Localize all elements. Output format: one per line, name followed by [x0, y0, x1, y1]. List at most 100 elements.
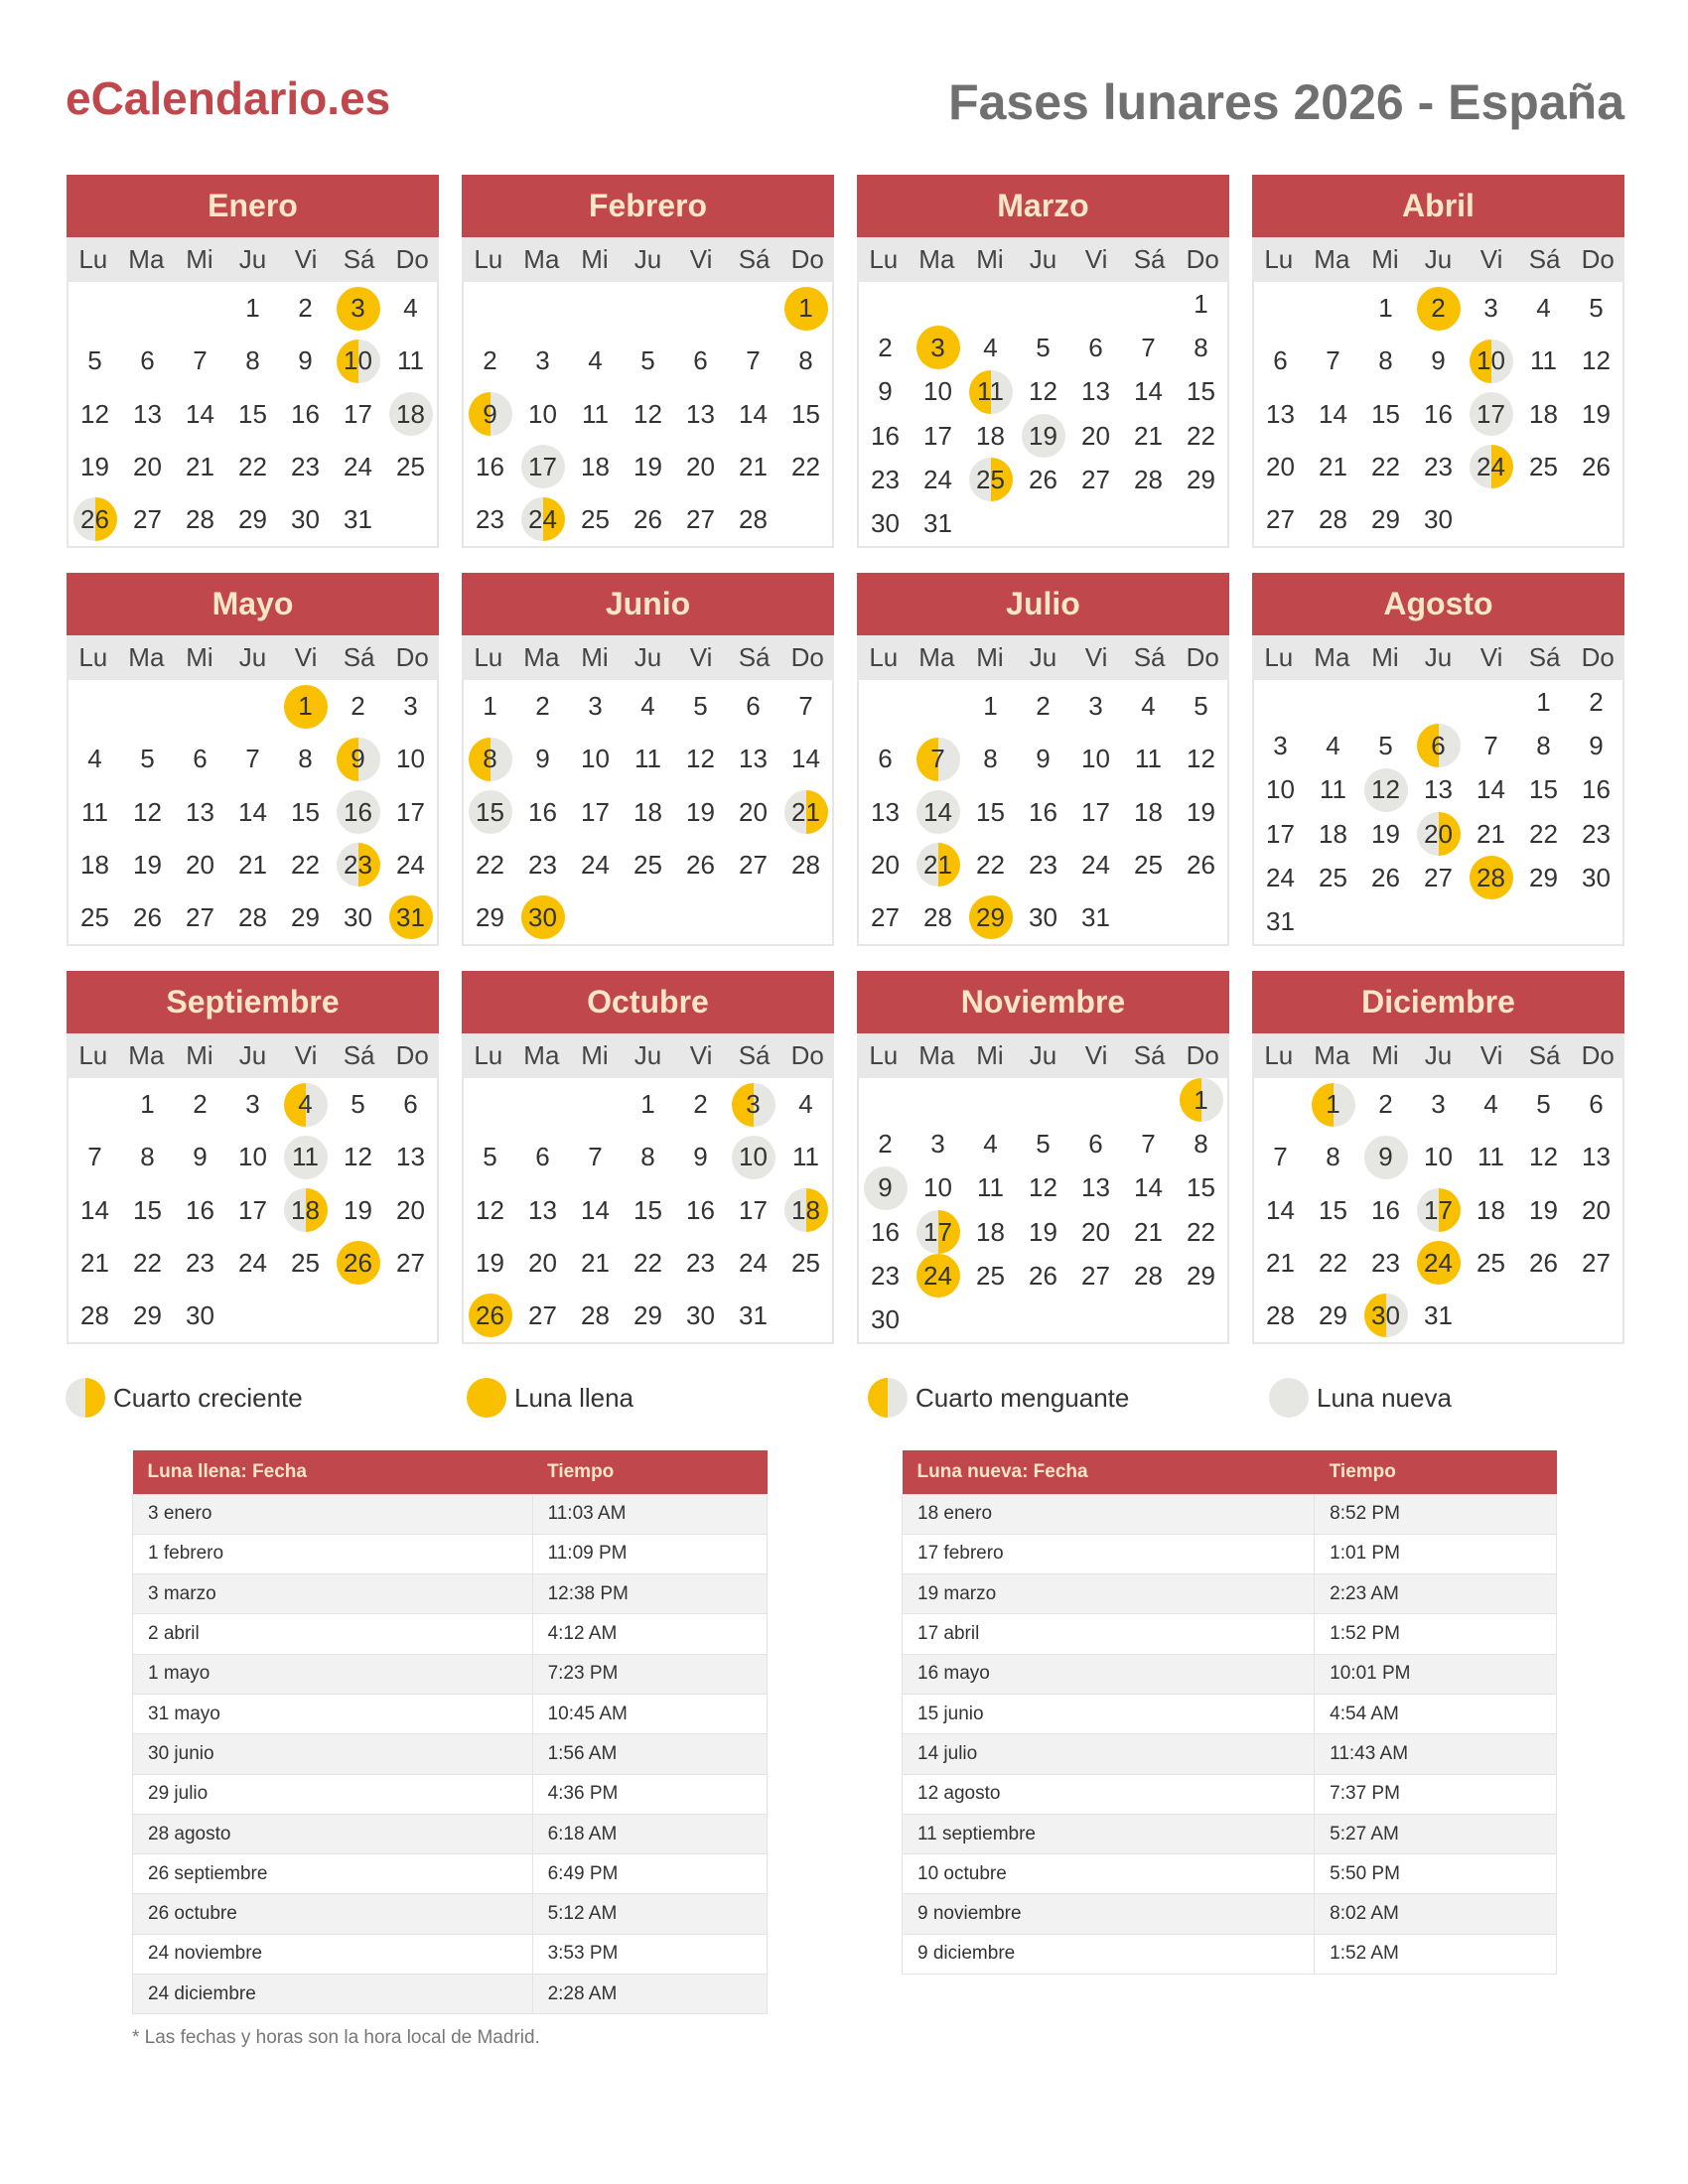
day: 28	[923, 901, 952, 932]
day: 26	[1371, 862, 1400, 892]
day: 14	[1266, 1194, 1295, 1225]
weekday-label: Sá	[1528, 1040, 1561, 1070]
week-row: 28 29 30	[69, 1290, 437, 1342]
time-cell: 11:09 PM	[531, 1533, 769, 1575]
day-full-moon: 30	[520, 895, 565, 940]
day: 24	[923, 464, 952, 494]
day: 1	[483, 691, 497, 722]
month-title: Abril	[1252, 175, 1624, 237]
day: 14	[1477, 774, 1505, 805]
day: 3	[245, 1089, 260, 1120]
date-header: Luna llena: Fecha	[132, 1450, 533, 1494]
day: 15	[633, 1194, 662, 1225]
weekday-label: Vi	[1479, 244, 1503, 274]
day: 25	[976, 1260, 1005, 1291]
day: 23	[871, 464, 900, 494]
day: 6	[1589, 1089, 1604, 1120]
day: 22	[791, 451, 820, 481]
day: 11	[1477, 1142, 1504, 1172]
day: 26	[1029, 464, 1057, 494]
time-cell: 1:56 AM	[531, 1733, 769, 1775]
day: 16	[1424, 398, 1453, 429]
day: 14	[186, 398, 214, 429]
weekday-label: Do	[790, 642, 824, 672]
day-full-moon: 24	[1416, 1241, 1461, 1286]
day: 5	[640, 345, 655, 376]
day: 27	[686, 503, 715, 534]
week-row: 26 27 28 29 30 31	[464, 1290, 832, 1342]
day: 15	[238, 398, 267, 429]
day: 6	[535, 1142, 550, 1172]
day: 20	[1081, 1216, 1110, 1247]
day: 10	[238, 1142, 267, 1172]
day-last-moon: 9	[468, 392, 512, 436]
week-row: 21 22 23 24 25 26 27	[69, 1237, 437, 1290]
day: 16	[871, 1216, 900, 1247]
weekday-label: Mi	[976, 1040, 1004, 1070]
day-new-moon: 17	[520, 445, 565, 489]
day: 17	[396, 796, 425, 827]
weekday-label: Mi	[581, 244, 609, 274]
logo[interactable]: eCalendario.es	[66, 72, 391, 124]
date-cell: 1 mayo	[132, 1653, 533, 1695]
day-full-moon: 28	[1469, 856, 1513, 900]
day: 16	[1371, 1194, 1400, 1225]
day: 7	[1326, 345, 1340, 376]
day: 19	[1187, 796, 1215, 827]
day: 7	[1141, 1128, 1156, 1159]
weekday-header: Lu Ma Mi Ju Vi Sá Do	[67, 1033, 439, 1078]
weekday-label: Ju	[1029, 642, 1057, 672]
time-cell: 5:27 AM	[1314, 1813, 1557, 1855]
weekday-label: Mi	[186, 642, 213, 672]
day: 24	[581, 849, 610, 880]
day-new-moon: 11	[283, 1135, 328, 1179]
date-cell: 9 noviembre	[901, 1893, 1316, 1935]
weekday-label: Ju	[1424, 244, 1453, 274]
weekday-label: Ma	[1314, 244, 1350, 274]
weekday-label: Sá	[343, 642, 375, 672]
table-row: 9 noviembre 8:02 AM	[901, 1893, 1557, 1935]
day: 9	[193, 1142, 208, 1172]
weekday-header: Lu Ma Mi Ju Vi Sá Do	[857, 237, 1229, 282]
month-title: Diciembre	[1252, 971, 1624, 1033]
day-first-moon: 24	[520, 497, 565, 542]
week-row: 6 7 8 9 10 11 12	[1254, 335, 1622, 387]
weekday-label: Mi	[186, 1040, 213, 1070]
day: 13	[1424, 774, 1453, 805]
weekday-label: Do	[1186, 1040, 1219, 1070]
table-row: 31 mayo 10:45 AM	[132, 1693, 769, 1735]
week-row: 13 14 15 16 17 18 19	[859, 785, 1227, 838]
day: 19	[1529, 1194, 1558, 1225]
day: 22	[291, 849, 320, 880]
week-row: 22 23 24 25 26 27 28	[464, 839, 832, 891]
day: 21	[581, 1247, 610, 1278]
weekday-label: Ma	[1314, 1040, 1350, 1070]
day: 15	[1187, 1172, 1215, 1203]
weekday-label: Sá	[738, 1040, 771, 1070]
weekday-label: Ma	[918, 244, 955, 274]
day: 27	[1081, 464, 1110, 494]
week-row: 12 13 14 15 16 17 18	[69, 387, 437, 440]
day: 4	[1483, 1089, 1498, 1120]
week-row: 9 10 11 12 13 14 15	[859, 369, 1227, 414]
day: 14	[739, 398, 768, 429]
table-row: 18 enero 8:52 PM	[901, 1493, 1557, 1535]
day: 11	[977, 1172, 1004, 1203]
time-header: Tiempo	[1314, 1450, 1557, 1494]
weekday-label: Sá	[343, 244, 375, 274]
day: 13	[1081, 376, 1110, 407]
day: 13	[396, 1142, 425, 1172]
day: 1	[1536, 686, 1551, 717]
day: 20	[1081, 420, 1110, 451]
day-new-moon: 9	[1363, 1135, 1408, 1179]
date-cell: 24 diciembre	[132, 1974, 533, 2015]
weekday-label: Lu	[78, 1040, 108, 1070]
day-full-moon: 1	[283, 684, 328, 729]
date-cell: 30 junio	[132, 1733, 533, 1775]
day: 15	[133, 1194, 162, 1225]
day: 29	[133, 1299, 162, 1330]
day-new-moon: 17	[1469, 392, 1513, 436]
day: 23	[528, 849, 557, 880]
week-row: 23 24 25 26 27 28	[464, 493, 832, 546]
day: 20	[871, 849, 900, 880]
